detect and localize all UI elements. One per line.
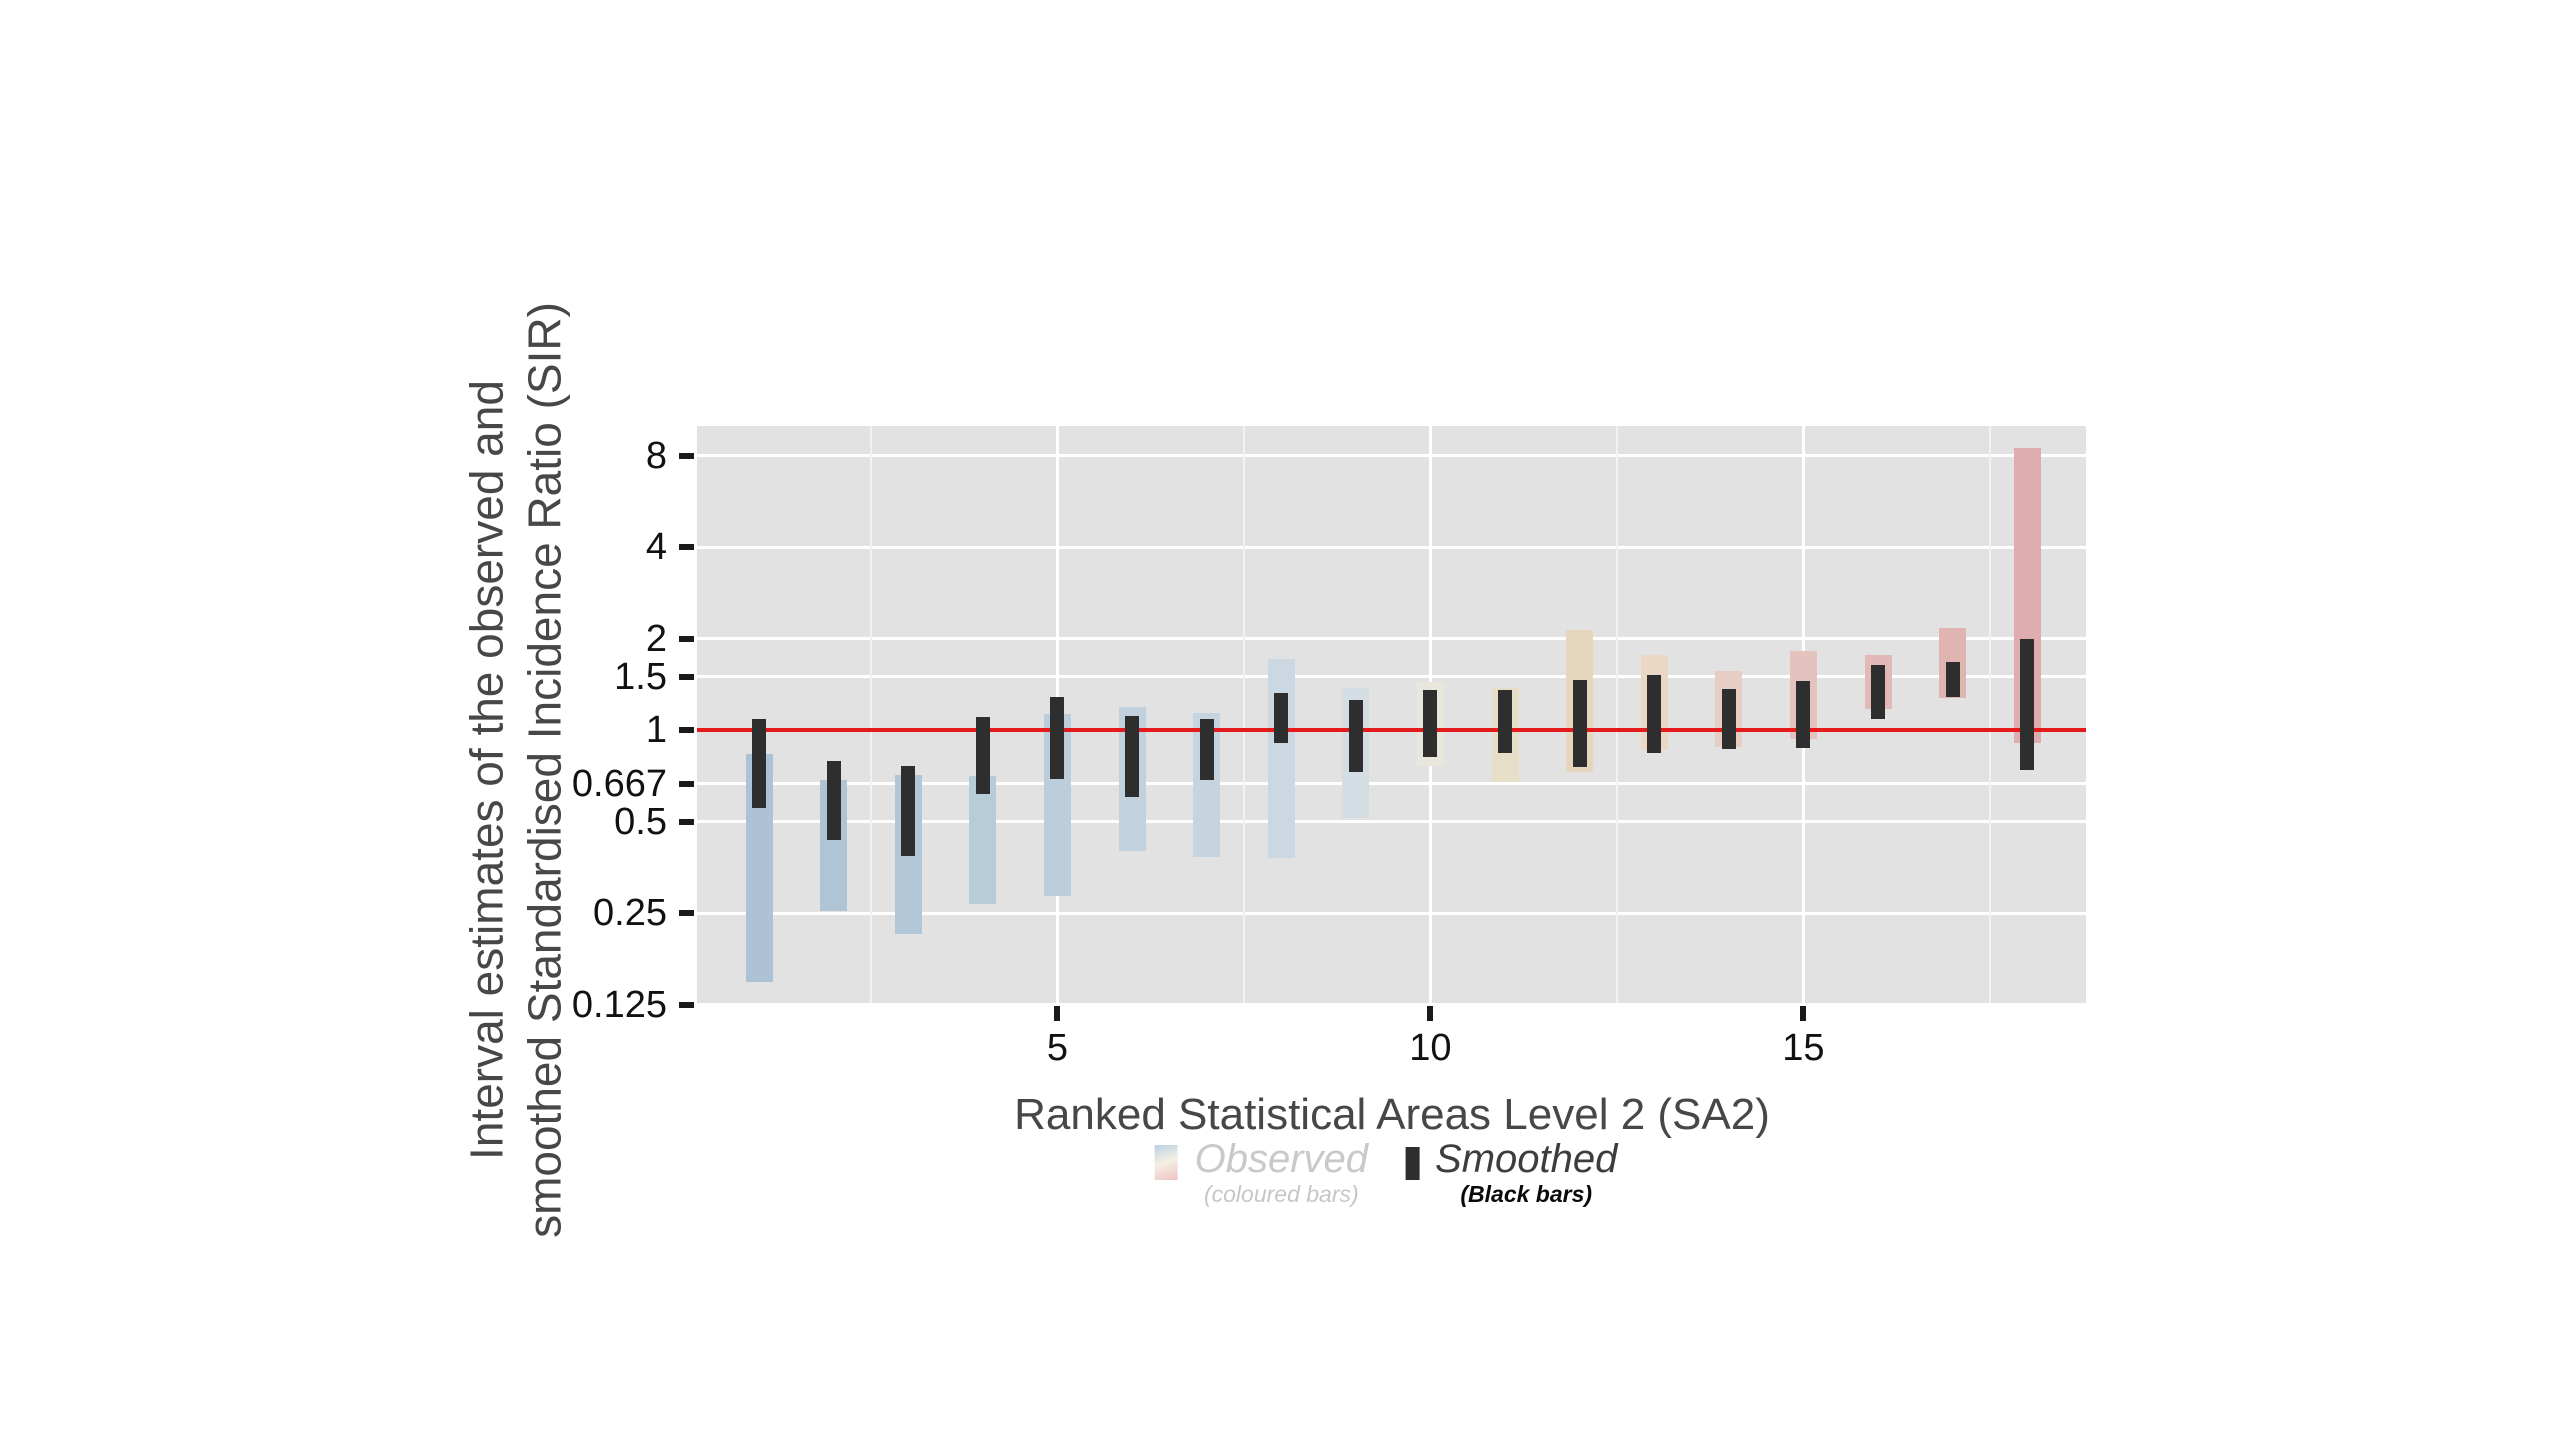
smoothed-bar-4 bbox=[975, 717, 990, 794]
reference-line bbox=[697, 728, 2086, 732]
y-tick-label-1: 1 bbox=[645, 709, 667, 751]
smoothed-bar-8 bbox=[1274, 693, 1289, 743]
smoothed-bar-7 bbox=[1199, 718, 1214, 781]
y-tick-mark-1.5 bbox=[679, 673, 694, 680]
y-gridline-0.667 bbox=[697, 782, 2086, 785]
x-tick-mark-10 bbox=[1427, 1006, 1434, 1021]
legend-smoothed-sublabel: (Black bars) bbox=[1460, 1181, 1593, 1207]
y-tick-label-1.5: 1.5 bbox=[614, 655, 667, 698]
x-tick-label-5: 5 bbox=[1046, 1027, 1068, 1069]
legend-group-observed: Observed (coloured bars) bbox=[1154, 1137, 1369, 1207]
x-tick-mark-5 bbox=[1054, 1006, 1061, 1021]
observed-bar-4 bbox=[969, 776, 997, 904]
observed-bar-8 bbox=[1267, 659, 1295, 859]
legend-smoothed-label: Smoothed bbox=[1435, 1137, 1618, 1181]
smoothed-bar-10 bbox=[1423, 690, 1438, 757]
x-minor-gridline-12.5 bbox=[1615, 426, 1618, 1003]
legend: Observed (coloured bars) Smoothed (Black… bbox=[1154, 1137, 1617, 1207]
x-minor-gridline-7.5 bbox=[1242, 426, 1245, 1003]
plot-panel bbox=[697, 426, 2086, 1006]
smoothed-bar-14 bbox=[1721, 689, 1736, 750]
y-tick-label-0.25: 0.25 bbox=[593, 892, 667, 934]
y-tick-mark-0.125 bbox=[679, 1001, 694, 1008]
y-tick-mark-1 bbox=[679, 727, 694, 733]
legend-observed-sublabel: (coloured bars) bbox=[1203, 1181, 1359, 1207]
smoothed-bar-16 bbox=[1871, 664, 1885, 719]
legend-group-smoothed: Smoothed (Black bars) bbox=[1406, 1138, 1617, 1207]
smoothed-bar-6 bbox=[1125, 716, 1139, 797]
x-tick-label-15: 15 bbox=[1782, 1027, 1825, 1069]
smoothed-bar-5 bbox=[1050, 697, 1065, 779]
y-tick-mark-0.5 bbox=[679, 818, 694, 825]
x-minor-gridline-2.5 bbox=[869, 426, 872, 1003]
smoothed-bar-17 bbox=[1945, 662, 1960, 698]
smoothed-bar-13 bbox=[1647, 674, 1662, 754]
y-tick-label-0.667: 0.667 bbox=[571, 762, 667, 805]
smoothed-bar-9 bbox=[1348, 699, 1363, 772]
y-tick-label-0.5: 0.5 bbox=[614, 800, 667, 843]
y-gridline-0.125 bbox=[697, 1003, 2086, 1006]
x-axis-title: Ranked Statistical Areas Level 2 (SA2) bbox=[1014, 1090, 1770, 1139]
smoothed-bar-3 bbox=[901, 765, 916, 856]
y-gridline-8 bbox=[697, 454, 2086, 457]
y-gridline-0.5 bbox=[697, 820, 2086, 823]
x-minor-gridline-17.5 bbox=[1988, 426, 1991, 1003]
x-tick-mark-15 bbox=[1800, 1006, 1807, 1021]
smoothed-bar-1 bbox=[752, 718, 766, 809]
y-tick-label-4: 4 bbox=[645, 526, 667, 568]
y-gridline-1.5 bbox=[697, 675, 2086, 678]
y-tick-mark-2 bbox=[679, 635, 694, 642]
y-gridline-2 bbox=[697, 637, 2086, 640]
smoothed-bar-2 bbox=[826, 761, 841, 841]
y-tick-label-2: 2 bbox=[645, 617, 667, 660]
smoothed-bar-15 bbox=[1796, 681, 1811, 749]
y-tick-mark-4 bbox=[679, 544, 694, 550]
smoothed-black-swatch-icon bbox=[1406, 1147, 1421, 1180]
y-gridline-4 bbox=[697, 545, 2086, 549]
legend-observed-label: Observed bbox=[1194, 1137, 1369, 1181]
smoothed-bar-11 bbox=[1498, 690, 1512, 753]
x-tick-label-10: 10 bbox=[1409, 1027, 1452, 1069]
smoothed-bar-18 bbox=[2020, 638, 2035, 771]
y-tick-mark-0.25 bbox=[679, 910, 694, 916]
observed-gradient-swatch-icon bbox=[1154, 1145, 1178, 1180]
y-tick-mark-8 bbox=[679, 452, 694, 459]
y-tick-mark-0.667 bbox=[679, 780, 694, 787]
y-tick-label-8: 8 bbox=[645, 434, 667, 477]
smoothed-bar-12 bbox=[1572, 680, 1587, 767]
y-tick-label-0.125: 0.125 bbox=[571, 983, 667, 1026]
y-gridline-0.25 bbox=[697, 911, 2086, 915]
